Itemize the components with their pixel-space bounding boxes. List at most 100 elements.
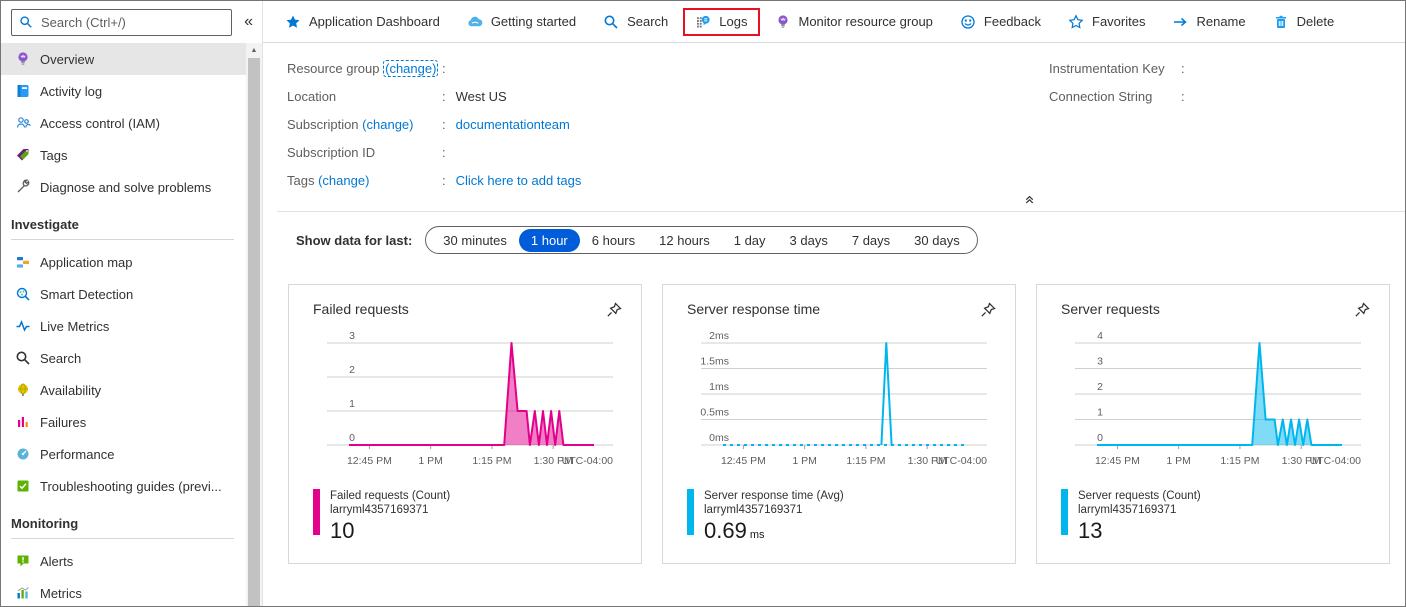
toolbar-button-label: Delete <box>1296 14 1335 29</box>
chart-card-failed-requests[interactable]: Failed requests 0 1 2 3 12:45 PM 1 PM 1:15 PM 1:… <box>288 284 642 564</box>
svg-text:2: 2 <box>1097 381 1103 393</box>
svg-text:1 PM: 1 PM <box>1166 455 1191 467</box>
toolbar-button-logs[interactable]: Logs <box>683 7 760 36</box>
legend-total-value: 13 <box>1078 518 1201 544</box>
sidebar-section-header-investigate: Investigate <box>11 217 79 232</box>
toolbar-button-rename[interactable]: Rename <box>1172 14 1246 30</box>
chart-legend[interactable]: Server response time (Avg) larryml4357169… <box>687 489 1015 544</box>
change-link[interactable]: (change) <box>383 60 439 77</box>
legend-series-name: Failed requests (Count) <box>330 490 451 502</box>
sidebar-item-troubleshooting-guides-previ[interactable]: Troubleshooting guides (previ... <box>1 470 246 502</box>
pin-icon[interactable] <box>1353 301 1371 319</box>
legend-total-number: 10 <box>330 518 355 543</box>
toolbar-button-favorites[interactable]: Favorites <box>1068 13 1145 30</box>
star-filled-icon <box>285 14 301 30</box>
sidebar-body: Overview Activity log Access control (IAM)… <box>1 43 262 606</box>
colon: : <box>442 173 446 188</box>
essentials-row-instrumentation-key: Instrumentation Key: <box>1049 60 1375 77</box>
field-value-tags[interactable]: Click here to add tags <box>455 173 582 188</box>
sidebar-item-label: Search <box>40 350 82 366</box>
logs-icon <box>695 14 711 30</box>
search-icon <box>19 15 33 29</box>
toolbar-button-application-dashboard[interactable]: Application Dashboard <box>285 14 440 30</box>
chart-card-server-response-time[interactable]: Server response time 0ms 0.5ms 1ms 1.5ms 2ms 1… <box>662 284 1016 564</box>
divider <box>11 239 234 240</box>
scrollbar-thumb[interactable] <box>248 58 260 606</box>
legend-series-name: Server response time (Avg) <box>704 490 844 502</box>
essentials-collapse-button[interactable] <box>1023 193 1039 208</box>
time-range-option-1-hour[interactable]: 1 hour <box>518 228 580 252</box>
field-label: Subscription (change) <box>287 116 442 133</box>
time-range-option-3-days[interactable]: 3 days <box>789 232 828 248</box>
chart-card-server-requests[interactable]: Server requests 0 1 2 3 4 12:45 PM 1 PM 1:15 PM 1… <box>1036 284 1390 564</box>
sidebar-item-alerts[interactable]: Alerts <box>1 545 246 577</box>
sidebar-item-label: Diagnose and solve problems <box>40 179 212 195</box>
legend-series-name: Server requests (Count) <box>1078 490 1201 502</box>
sidebar-item-availability[interactable]: Availability <box>1 374 246 406</box>
svg-text:1:15 PM: 1:15 PM <box>846 455 885 467</box>
toolbar-button-delete[interactable]: Delete <box>1273 14 1335 30</box>
time-range-option-7-days[interactable]: 7 days <box>851 232 891 248</box>
toolbar-button-getting-started[interactable]: Getting started <box>467 14 576 30</box>
chart-card-header: Server response time <box>663 285 1015 319</box>
application-map-icon <box>15 254 31 270</box>
legend-color-bar <box>313 489 320 535</box>
toolbar-button-search[interactable]: Search <box>603 14 668 30</box>
chart-legend[interactable]: Failed requests (Count) larryml4357169371… <box>313 489 641 544</box>
svg-text:0ms: 0ms <box>709 432 729 444</box>
toolbar-button-feedback[interactable]: Feedback <box>960 14 1041 30</box>
field-label-text: Resource group <box>287 61 380 76</box>
svg-text:1 PM: 1 PM <box>792 455 817 467</box>
svg-text:2: 2 <box>349 364 355 376</box>
sidebar-item-activity-log[interactable]: Activity log <box>1 75 246 107</box>
sidebar-nav: Overview Activity log Access control (IAM)… <box>1 43 246 606</box>
alerts-icon <box>15 553 31 569</box>
scrollbar-up-arrow[interactable]: ▲ <box>250 47 258 54</box>
pin-icon[interactable] <box>979 301 997 319</box>
field-value-subscription[interactable]: documentationteam <box>455 117 570 132</box>
metrics-icon <box>15 585 31 601</box>
svg-text:1:30 PM: 1:30 PM <box>1282 455 1321 467</box>
sidebar-item-smart-detection[interactable]: Smart Detection <box>1 278 246 310</box>
sidebar-item-overview[interactable]: Overview <box>1 43 246 75</box>
time-range-option-12-hours[interactable]: 12 hours <box>659 232 710 248</box>
colon: : <box>442 145 446 160</box>
sidebar-item-label: Access control (IAM) <box>40 115 160 131</box>
main-content: Application Dashboard Getting started Sear… <box>263 1 1405 606</box>
svg-text:UTC-04:00: UTC-04:00 <box>936 455 988 467</box>
sidebar-item-access-control-iam[interactable]: Access control (IAM) <box>1 107 246 139</box>
essentials-right-column: Instrumentation Key: Connection String: <box>1049 60 1375 211</box>
sidebar-item-diagnose-and-solve-problems[interactable]: Diagnose and solve problems <box>1 171 246 203</box>
sidebar-item-label: Live Metrics <box>40 318 110 334</box>
sidebar-searchbox[interactable] <box>11 8 233 36</box>
tags-icon <box>15 147 31 163</box>
sidebar-item-live-metrics[interactable]: Live Metrics <box>1 310 246 342</box>
time-range-option-30-minutes[interactable]: 30 minutes <box>443 232 507 248</box>
toolbar-button-monitor-resource-group[interactable]: Monitor resource group <box>775 14 933 30</box>
sidebar-item-failures[interactable]: Failures <box>1 406 246 438</box>
legend-resource-name: larryml4357169371 <box>1078 504 1177 516</box>
chart-legend[interactable]: Server requests (Count) larryml4357169371… <box>1061 489 1389 544</box>
chart-card-header: Failed requests <box>289 285 641 319</box>
sidebar-search-input[interactable] <box>39 13 225 31</box>
change-link[interactable]: (change) <box>318 173 370 188</box>
pin-icon[interactable] <box>605 301 623 319</box>
sidebar-collapse-button[interactable]: « <box>244 13 253 30</box>
sidebar-item-application-map[interactable]: Application map <box>1 246 246 278</box>
sidebar-item-performance[interactable]: Performance <box>1 438 246 470</box>
sidebar-scrollbar[interactable]: ▲ <box>246 43 262 606</box>
field-label-text: Tags <box>287 173 315 188</box>
arrow-right-icon <box>1172 14 1188 30</box>
time-range-group: 30 minutes 1 hour 6 hours 12 hours 1 day 3 da… <box>425 226 978 254</box>
time-range-option-1-day[interactable]: 1 day <box>733 232 766 248</box>
sidebar-item-metrics[interactable]: Metrics <box>1 577 246 606</box>
change-link[interactable]: (change) <box>362 117 414 132</box>
time-range-option-30-days[interactable]: 30 days <box>914 232 960 248</box>
essentials-row-connection-string: Connection String: <box>1049 88 1375 105</box>
time-range-option-6-hours[interactable]: 6 hours <box>591 232 636 248</box>
sidebar-item-tags[interactable]: Tags <box>1 139 246 171</box>
chart-plot-area[interactable]: 0ms 0.5ms 1ms 1.5ms 2ms 12:45 PM 1 PM 1:15 PM 1:… <box>673 327 1007 481</box>
sidebar-item-search[interactable]: Search <box>1 342 246 374</box>
